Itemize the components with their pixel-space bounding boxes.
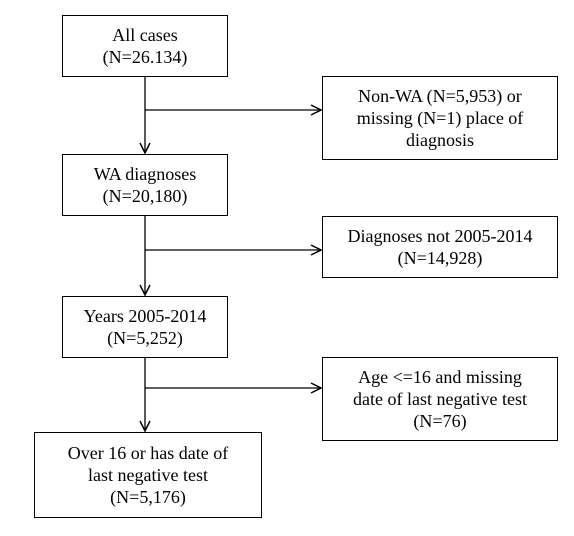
excluded-place-line3: diagnosis [405,130,474,150]
years-count: (N=5,252) [107,328,183,348]
all-cases-box: All cases (N=26.134) [62,15,228,77]
final-cohort-count: (N=5,176) [110,487,186,507]
wa-diagnoses-label: WA diagnoses [93,164,197,184]
excluded-place-box: Non-WA (N=5,953) or missing (N=1) place … [322,76,558,160]
years-box: Years 2005-2014 (N=5,252) [62,296,228,358]
excluded-age-count: (N=76) [413,411,467,431]
excluded-age-line2: date of last negative test [353,389,527,409]
wa-diagnoses-box: WA diagnoses (N=20,180) [62,154,228,216]
excluded-years-count: (N=14,928) [397,248,483,268]
excluded-place-line1: Non-WA (N=5,953) or [358,86,522,106]
excluded-years-label: Diagnoses not 2005-2014 [347,226,533,246]
wa-diagnoses-count: (N=20,180) [102,186,188,206]
final-cohort-line1: Over 16 or has date of [67,443,229,463]
excluded-years-box: Diagnoses not 2005-2014 (N=14,928) [322,216,558,278]
excluded-age-box: Age <=16 and missing date of last negati… [322,357,558,441]
all-cases-count: (N=26.134) [102,47,188,67]
excluded-place-line2: missing (N=1) place of [356,108,524,128]
years-label: Years 2005-2014 [83,306,207,326]
final-cohort-line2: last negative test [88,465,208,485]
final-cohort-box: Over 16 or has date of last negative tes… [34,432,262,518]
all-cases-label: All cases [112,25,178,45]
excluded-age-line1: Age <=16 and missing [358,367,522,387]
